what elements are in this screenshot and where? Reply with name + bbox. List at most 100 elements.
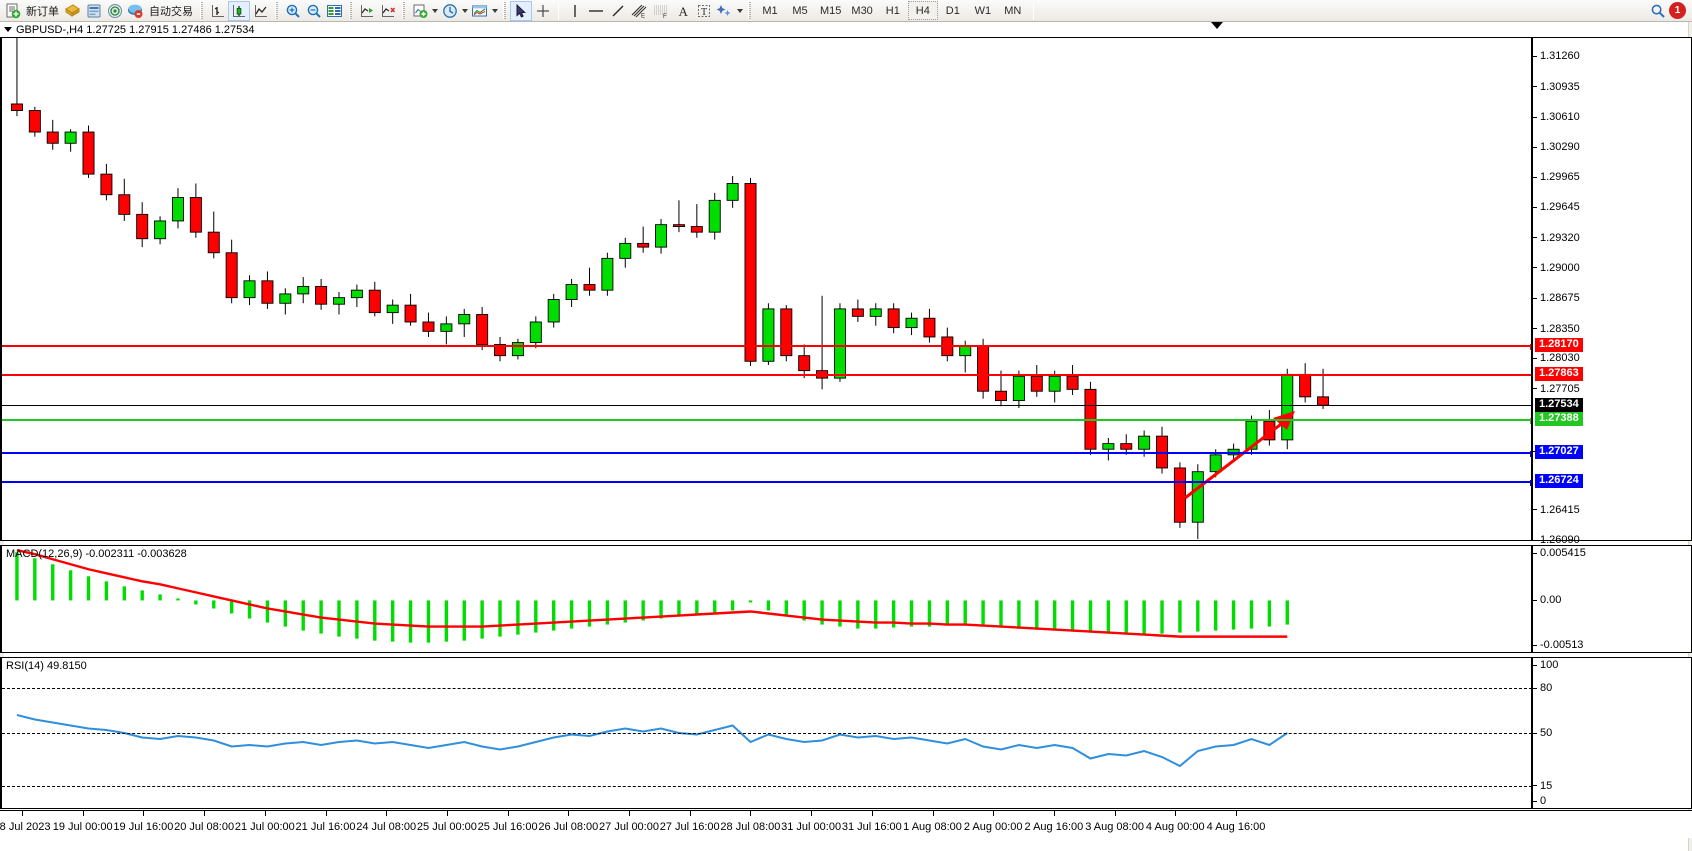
- equidistant-channel-icon[interactable]: E: [628, 1, 650, 21]
- timeframe-mn[interactable]: MN: [1004, 4, 1022, 17]
- new-order-button[interactable]: [2, 1, 23, 21]
- line-chart-icon[interactable]: [250, 1, 271, 21]
- resistance-upper-line[interactable]: [2, 344, 1532, 351]
- chart-symbol-bar[interactable]: GBPUSD-,H4 1.27725 1.27915 1.27486 1.275…: [0, 22, 1692, 37]
- macd-panel[interactable]: MACD(12,26,9) -0.002311 -0.003628 0.0054…: [0, 545, 1692, 653]
- last-price-line[interactable]: [2, 404, 1532, 406]
- resistance-lower-label[interactable]: 1.27863: [1535, 367, 1583, 382]
- expert-advisors-icon[interactable]: [62, 1, 83, 21]
- time-label: 3 Aug 08:00: [1085, 821, 1144, 833]
- trendline-icon[interactable]: [607, 1, 628, 21]
- objects-dropdown-caret[interactable]: [735, 8, 744, 13]
- objects-icon[interactable]: [714, 1, 735, 21]
- toolbar-separator: [349, 2, 352, 19]
- price-chart-panel[interactable]: 1.31260 1.30935 1.30610 1.30290 1.29965 1.296…: [0, 37, 1692, 546]
- rsi-panel[interactable]: RSI(14) 49.8150 100 80 50 15 0: [0, 657, 1692, 809]
- panel-collapse-marker[interactable]: [1211, 22, 1223, 29]
- time-tick: [1175, 811, 1177, 816]
- candlestick-chart-icon[interactable]: [228, 0, 250, 21]
- svg-text:A: A: [678, 4, 688, 19]
- auto-scroll-icon[interactable]: [377, 1, 398, 21]
- data-window-grid-icon[interactable]: [324, 1, 345, 21]
- rsi-guide-50: [2, 733, 1532, 734]
- support-upper-line[interactable]: [2, 451, 1532, 458]
- bar-chart-icon[interactable]: [207, 1, 228, 21]
- rsi-label: RSI(14) 49.8150: [6, 660, 87, 672]
- autotrading-icon[interactable]: [125, 1, 146, 21]
- resistance-lower-line[interactable]: [2, 374, 1532, 377]
- rsi-plot-area[interactable]: RSI(14) 49.8150: [2, 658, 1532, 808]
- support-upper-label[interactable]: 1.27027: [1535, 445, 1583, 460]
- time-label: 20 Jul 08:00: [174, 821, 235, 833]
- text-box-icon[interactable]: T: [693, 1, 714, 21]
- new-chart-icon[interactable]: [409, 1, 430, 21]
- price-tick: 1.29000: [1533, 262, 1580, 274]
- svg-text:T: T: [701, 7, 707, 18]
- macd-series: [15, 549, 1289, 643]
- time-label: 1 Aug 08:00: [903, 821, 962, 833]
- timeframe-d1[interactable]: D1: [945, 4, 960, 17]
- time-tick: [689, 811, 691, 816]
- bid-level-line[interactable]: [2, 417, 1532, 424]
- period-dropdown-caret[interactable]: [460, 8, 469, 13]
- price-plot-area[interactable]: [2, 38, 1532, 540]
- support-lower-label[interactable]: 1.26724: [1535, 473, 1583, 488]
- time-tick: [446, 811, 448, 816]
- zoom-in-icon[interactable]: [282, 1, 303, 21]
- time-tick: [22, 811, 23, 816]
- text-label-icon[interactable]: A: [672, 1, 693, 21]
- fibonacci-icon[interactable]: F: [650, 1, 672, 21]
- price-tick: 1.27705: [1533, 383, 1580, 395]
- toolbar-separator: [503, 2, 506, 19]
- chevron-down-icon[interactable]: [4, 27, 12, 32]
- price-tick: 1.26090: [1533, 534, 1580, 546]
- timeframe-m1[interactable]: M1: [762, 4, 778, 17]
- macd-tick: 0.00: [1533, 594, 1561, 606]
- svg-text:E: E: [641, 13, 645, 19]
- main-toolbar: 新订单: [0, 0, 1692, 22]
- notification-icon[interactable]: 1: [1668, 1, 1690, 21]
- zoom-out-icon[interactable]: [303, 1, 324, 21]
- horizontal-line-icon[interactable]: [585, 1, 607, 21]
- templates-icon[interactable]: [469, 1, 490, 21]
- support-lower-line[interactable]: [2, 479, 1532, 486]
- crosshair-icon[interactable]: [532, 1, 553, 21]
- vertical-line-icon[interactable]: [564, 1, 585, 21]
- time-tick: [993, 811, 995, 816]
- resistance-upper-label[interactable]: 1.28170: [1535, 338, 1583, 353]
- price-tick: 1.29645: [1533, 201, 1580, 213]
- data-window-icon[interactable]: [83, 1, 104, 21]
- timeframe-h4[interactable]: H4: [907, 1, 938, 20]
- time-tick: [325, 811, 327, 816]
- macd-plot-area[interactable]: MACD(12,26,9) -0.002311 -0.003628: [2, 546, 1532, 652]
- new-order-label[interactable]: 新订单: [26, 5, 59, 18]
- time-tick: [1114, 811, 1116, 816]
- time-label: 31 Jul 16:00: [841, 821, 902, 833]
- time-label: 21 Jul 00:00: [234, 821, 295, 833]
- price-axis[interactable]: 1.31260 1.30935 1.30610 1.30290 1.29965 1.296…: [1531, 38, 1691, 546]
- autotrading-label[interactable]: 自动交易: [149, 5, 193, 18]
- last-price-label[interactable]: 1.27534: [1535, 397, 1583, 412]
- timeframe-w1[interactable]: W1: [974, 4, 992, 17]
- new-chart-dropdown-caret[interactable]: [430, 8, 439, 13]
- price-tick: 1.30290: [1533, 141, 1580, 153]
- search-icon[interactable]: [1647, 1, 1668, 21]
- templates-dropdown-caret[interactable]: [490, 8, 499, 13]
- rsi-guide-80: [2, 688, 1532, 689]
- time-tick: [82, 811, 84, 816]
- bid-level-label[interactable]: 1.27388: [1535, 411, 1583, 426]
- timeframe-m15[interactable]: M15: [820, 4, 842, 17]
- timeframe-m30[interactable]: M30: [851, 4, 873, 17]
- cursor-icon[interactable]: [510, 0, 532, 21]
- time-tick: [871, 811, 873, 816]
- notification-count-badge: 1: [1669, 1, 1686, 19]
- timeframe-h1[interactable]: H1: [885, 4, 900, 17]
- period-icon[interactable]: [439, 1, 460, 21]
- time-tick: [1053, 811, 1055, 816]
- timeframe-m5[interactable]: M5: [792, 4, 808, 17]
- chart-shift-icon[interactable]: [356, 1, 377, 21]
- macd-tick: -0.00513: [1533, 639, 1583, 651]
- signals-icon[interactable]: [104, 1, 125, 21]
